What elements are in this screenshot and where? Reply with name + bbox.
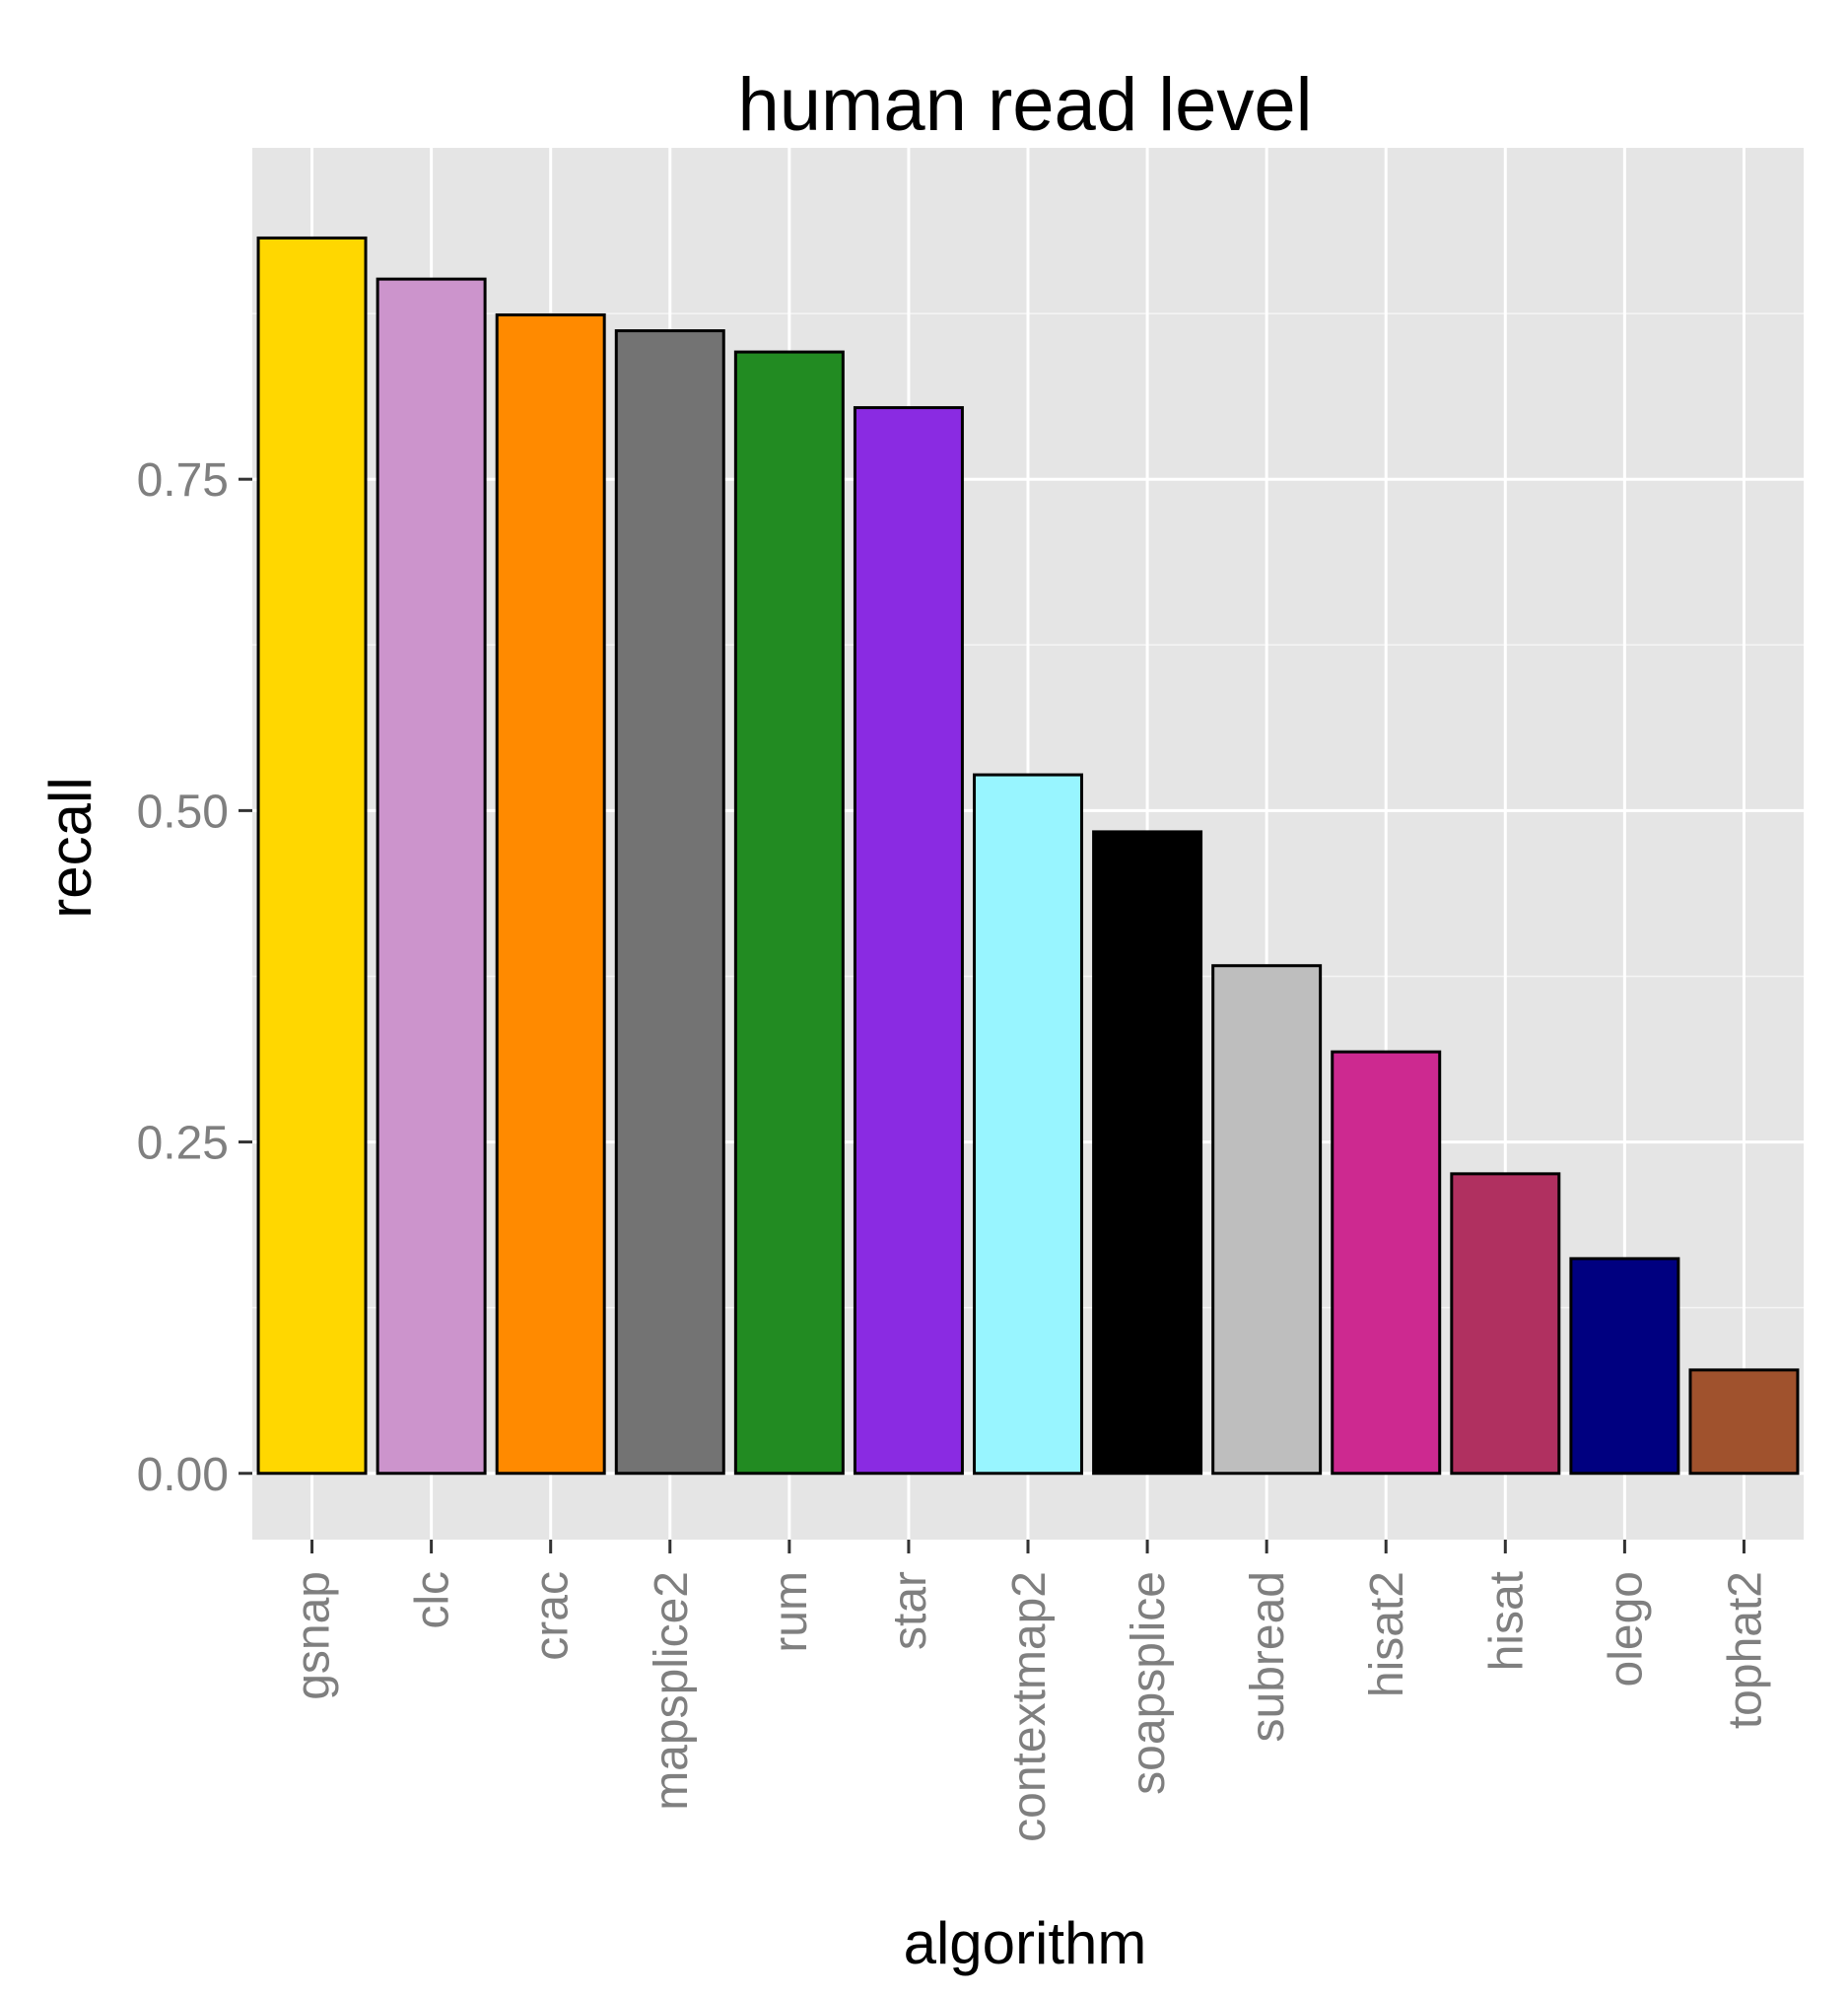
x-tick-label-clc: clc — [407, 1571, 459, 1629]
x-tick-label-rum: rum — [765, 1571, 817, 1653]
x-tick-label-crac: crac — [526, 1571, 579, 1661]
x-tick-label-contextmap2: contextmap2 — [1003, 1571, 1056, 1842]
x-tick-label-gsnap: gsnap — [288, 1571, 340, 1700]
x-tick-label-olego: olego — [1600, 1571, 1652, 1686]
chart-title: human read level — [737, 63, 1312, 147]
bar-gsnap — [256, 236, 368, 1476]
bar-clc — [376, 277, 487, 1476]
bar-contextmap2 — [973, 773, 1083, 1476]
bar-star — [853, 406, 964, 1476]
bar-olego — [1569, 1257, 1680, 1476]
x-tick-label-subread: subread — [1242, 1571, 1294, 1742]
x-axis-title: algorithm — [904, 1910, 1147, 1976]
x-tick-label-hisat2: hisat2 — [1361, 1571, 1413, 1697]
bar-hisat2 — [1331, 1050, 1442, 1476]
bar-mapsplice2 — [614, 329, 725, 1476]
y-axis-title: recall — [37, 777, 103, 918]
bar-soapsplice — [1092, 830, 1203, 1476]
bars — [256, 236, 1800, 1476]
bar-hisat — [1450, 1172, 1561, 1476]
x-tick-label-mapsplice2: mapsplice2 — [646, 1571, 698, 1811]
y-tick-label: 0.00 — [137, 1449, 229, 1501]
x-axis: gsnap clc crac mapsplice2 rum star contextmap2… — [288, 1540, 1771, 1842]
bar-tophat2 — [1688, 1368, 1800, 1476]
x-tick-label-star: star — [884, 1571, 936, 1650]
y-tick-label: 0.50 — [137, 786, 229, 838]
bar-subread — [1211, 964, 1323, 1476]
x-tick-label-hisat: hisat — [1480, 1571, 1533, 1671]
bar-rum — [733, 350, 845, 1476]
y-axis: 0.00 0.25 0.50 0.75 — [137, 454, 252, 1501]
x-tick-label-tophat2: tophat2 — [1719, 1571, 1771, 1729]
bar-crac — [495, 312, 606, 1476]
x-tick-label-soapsplice: soapsplice — [1123, 1571, 1175, 1795]
y-tick-label: 0.75 — [137, 454, 229, 507]
y-tick-label: 0.25 — [137, 1118, 229, 1170]
